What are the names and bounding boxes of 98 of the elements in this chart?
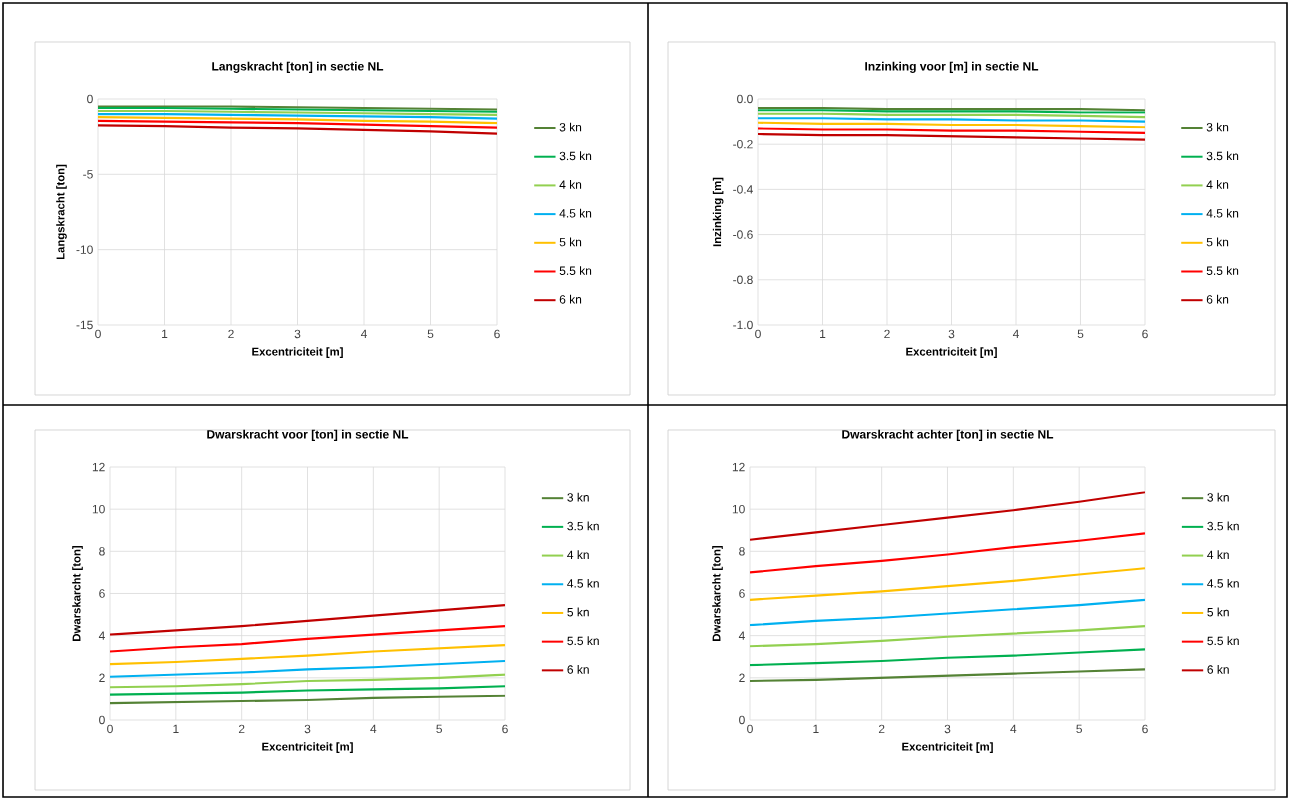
chart-title: Dwarskracht voor [ton] in sectie NL — [207, 429, 409, 441]
line-series — [750, 648, 1145, 667]
x-tick-label: 6 — [494, 329, 500, 339]
legend-label: 5.5 kn — [559, 266, 592, 275]
legend-label: 3 kn — [1207, 492, 1229, 502]
y-tick-label: -0.8 — [733, 275, 753, 285]
x-axis-title: Excentriciteit [m] — [262, 742, 353, 753]
x-tick-label: 4 — [370, 724, 377, 733]
y-axis-title: Inzinking [m] — [712, 177, 724, 247]
legend-label: 3 kn — [567, 492, 589, 502]
y-tick-label: -0.4 — [733, 185, 753, 194]
y-tick-label: 2 — [739, 673, 745, 683]
x-tick-label: 1 — [820, 329, 826, 338]
legend-label: 4 kn — [1207, 550, 1229, 559]
x-tick-label: 3 — [294, 329, 301, 339]
x-tick-label: 3 — [948, 329, 955, 339]
y-tick-label: -1.0 — [733, 320, 753, 330]
line-series — [750, 598, 1145, 627]
x-tick-label: 0 — [755, 329, 761, 339]
x-tick-label: 2 — [884, 329, 890, 339]
legend-label: 6 kn — [567, 665, 589, 674]
line-series — [110, 685, 505, 696]
y-tick-label: 0 — [87, 94, 93, 104]
x-tick-label: 3 — [944, 724, 951, 734]
y-tick-label: 8 — [99, 547, 105, 556]
y-axis-title: Langskracht [ton] — [56, 164, 67, 260]
x-tick-label: 4 — [1012, 329, 1019, 338]
y-tick-label: 6 — [99, 589, 105, 598]
legend-label: 3 kn — [559, 122, 582, 132]
line-series — [750, 491, 1145, 541]
line-series — [110, 673, 505, 689]
x-axis-title: Excentriciteit [m] — [902, 742, 993, 753]
y-tick-label: 0 — [99, 715, 105, 725]
legend-label: 6 kn — [559, 294, 582, 304]
x-tick-label: 1 — [173, 724, 179, 733]
y-tick-label: -15 — [76, 320, 93, 330]
y-tick-label: 8 — [739, 547, 745, 556]
chart-title: Inzinking voor [m] in sectie NL — [865, 61, 1039, 73]
legend-label: 5.5 kn — [1207, 636, 1239, 646]
y-tick-label: 6 — [739, 589, 745, 598]
line-series — [110, 625, 505, 653]
legend-label: 5.5 kn — [1206, 266, 1239, 275]
x-tick-label: 6 — [1142, 329, 1148, 339]
legend-label: 6 kn — [1207, 665, 1229, 674]
y-tick-label: 0.0 — [737, 94, 753, 104]
y-tick-label: -0.6 — [733, 230, 753, 239]
x-tick-label: 5 — [436, 724, 442, 734]
y-tick-label: 0 — [739, 715, 745, 725]
x-tick-label: 5 — [1077, 329, 1084, 339]
x-tick-label: 1 — [162, 329, 168, 338]
y-axis-title: Dwarskarcht [ton] — [72, 545, 83, 641]
x-tick-label: 5 — [1076, 724, 1082, 734]
legend-label: 5 kn — [1207, 607, 1229, 617]
legend-label: 4 kn — [559, 180, 582, 189]
legend-label: 3.5 kn — [567, 521, 599, 531]
legend-label: 5 kn — [559, 237, 582, 247]
y-tick-label: 10 — [732, 504, 745, 514]
legend-label: 4 kn — [1206, 180, 1229, 189]
y-tick-label: 10 — [92, 504, 105, 514]
legend-label: 5.5 kn — [567, 636, 599, 646]
legend-label: 4.5 kn — [567, 578, 599, 588]
legend-label: 4.5 kn — [1207, 578, 1239, 588]
y-tick-label: -0.2 — [733, 139, 753, 149]
y-tick-label: 4 — [738, 631, 745, 640]
x-tick-label: 6 — [502, 724, 508, 734]
y-tick-label: -5 — [83, 170, 93, 179]
legend-label: 4.5 kn — [1206, 208, 1239, 218]
y-axis-title: Dwarskarcht [ton] — [712, 545, 723, 641]
x-tick-label: 2 — [238, 724, 245, 734]
legend-label: 4 kn — [567, 550, 589, 559]
x-tick-label: 1 — [813, 724, 819, 733]
line-series — [98, 124, 497, 135]
x-axis-title: Excentriciteit [m] — [252, 347, 343, 358]
y-tick-label: -10 — [76, 245, 93, 254]
x-tick-label: 3 — [304, 724, 311, 734]
legend-label: 3.5 kn — [1206, 151, 1239, 161]
x-axis-title: Excentriciteit [m] — [906, 347, 997, 358]
y-tick-label: 12 — [732, 462, 745, 472]
x-tick-label: 6 — [1142, 724, 1148, 734]
x-tick-label: 2 — [878, 724, 885, 734]
x-tick-label: 4 — [360, 329, 367, 338]
legend-label: 3 kn — [1206, 122, 1229, 132]
x-tick-label: 5 — [427, 329, 434, 339]
legend-label: 3.5 kn — [559, 151, 592, 161]
line-series — [750, 532, 1145, 574]
legend-label: 5 kn — [1206, 237, 1229, 247]
legend-label: 4.5 kn — [559, 208, 592, 218]
y-tick-label: 4 — [98, 631, 105, 640]
y-tick-label: 12 — [92, 462, 105, 472]
chart-title: Dwarskracht achter [ton] in sectie NL — [842, 429, 1054, 441]
legend-label: 3.5 kn — [1207, 521, 1239, 531]
x-tick-label: 2 — [228, 329, 234, 339]
legend-label: 5 kn — [567, 607, 589, 617]
y-tick-label: 2 — [99, 673, 105, 683]
legend-label: 6 kn — [1206, 294, 1229, 304]
chart-title: Langskracht [ton] in sectie NL — [212, 61, 384, 73]
x-tick-label: 0 — [107, 724, 113, 734]
x-tick-label: 4 — [1010, 724, 1017, 733]
